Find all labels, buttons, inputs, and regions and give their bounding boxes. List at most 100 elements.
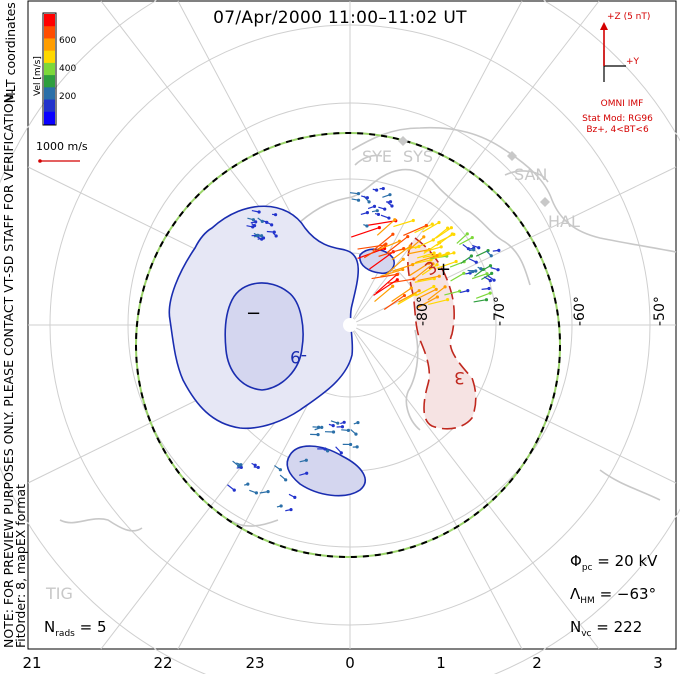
vector-origin	[253, 463, 257, 467]
negative-potential-marker: −	[246, 303, 262, 324]
vector-origin	[260, 219, 264, 223]
mlt-tick-1: 1	[436, 654, 446, 672]
vector-origin	[437, 220, 441, 225]
velocity-vector	[434, 252, 455, 259]
colorbar-title: Vel [m/s]	[33, 56, 43, 96]
nrads-symbol: N	[44, 618, 56, 636]
colorbar-segment	[44, 50, 55, 64]
vector-origin	[454, 259, 458, 264]
vector-origin	[326, 449, 330, 453]
vector-origin	[375, 209, 379, 213]
vector-origin	[381, 186, 385, 191]
velocity-vector	[414, 263, 434, 280]
preview-note: NOTE: FOR PREVIEW PURPOSES ONLY. PLEASE …	[1, 90, 28, 648]
nrads-subscript: rads	[55, 629, 75, 639]
velocity-vector	[417, 252, 435, 259]
vector-origin	[336, 421, 340, 425]
vector-origin	[487, 286, 491, 291]
vector-origin	[383, 207, 387, 211]
vector-origin	[391, 232, 395, 236]
positive-cell	[407, 236, 477, 430]
vector-origin	[432, 251, 436, 255]
velocity-vector	[460, 255, 472, 265]
vector-origin	[348, 442, 353, 447]
vector-origin	[437, 241, 442, 245]
velocity-vector	[375, 274, 398, 294]
velocity-vector	[416, 296, 438, 309]
colorbar-segment	[44, 87, 55, 101]
velocity-vector	[432, 227, 448, 241]
positive-contour-label: 3	[454, 367, 465, 387]
vector-origin	[367, 200, 371, 204]
vector-origin	[278, 468, 282, 472]
vector-origin	[435, 253, 439, 258]
pole-marker	[343, 318, 357, 332]
vector-origin	[331, 424, 335, 428]
velocity-vector	[475, 292, 491, 299]
vector-origin	[431, 262, 435, 266]
nvc-subscript: vc	[581, 629, 592, 639]
velocity-vector	[423, 242, 440, 255]
vector-origin	[490, 271, 494, 275]
vector-origin	[365, 196, 369, 200]
vector-origin	[396, 272, 400, 276]
imf-model: Stat Mod: RG96 Bz+, 4<BT<6	[565, 114, 670, 136]
lower-negative-loop	[286, 445, 366, 497]
velocity-vector	[414, 239, 434, 250]
vector-origin	[488, 279, 492, 283]
negative-contour-label: -9	[290, 346, 307, 366]
colorbar-segment	[44, 111, 55, 125]
colorbar-frame	[42, 12, 57, 126]
velocity-vector	[407, 236, 425, 252]
vector-origin	[383, 243, 387, 247]
velocity-vector	[378, 248, 404, 257]
vector-origin	[342, 420, 346, 424]
velocity-vector	[456, 233, 468, 244]
station-hal: HAL	[548, 212, 580, 231]
mlt-tick-23: 23	[245, 654, 265, 672]
velocity-vector	[471, 273, 488, 280]
radar-count: Nrads = 5	[44, 618, 107, 639]
vector-origin	[408, 244, 412, 248]
imf-clock	[600, 22, 626, 82]
vector-origin	[437, 274, 441, 278]
vector-origin	[356, 420, 360, 425]
colorbar-segment	[44, 38, 55, 52]
velocity-vector	[436, 260, 457, 269]
vector-origin	[470, 235, 474, 240]
velocity-vector	[374, 285, 394, 303]
velocity-vector	[385, 258, 404, 276]
lambda-symbol: Λ	[570, 585, 581, 603]
vector-origin	[356, 198, 361, 202]
velocity-vector	[357, 244, 385, 250]
vector-origin	[406, 234, 410, 239]
vector-origin	[316, 433, 320, 437]
vector-origin	[354, 432, 358, 436]
velocity-vector	[473, 268, 484, 277]
vector-origin	[469, 254, 474, 258]
station-san: SAN	[514, 165, 548, 184]
phi-symbol: Φ	[570, 552, 582, 570]
vector-origin	[237, 464, 241, 468]
velocity-vector	[412, 259, 432, 265]
velocity-vector	[392, 264, 413, 272]
vector-origin	[474, 260, 478, 264]
imf-y-label: +Y	[626, 57, 640, 67]
vector-origin	[259, 234, 264, 238]
preview-note-line2: FitOrder: 8, mapEX format	[13, 484, 28, 648]
vector-origin	[435, 263, 439, 267]
nvc-symbol: N	[570, 618, 582, 636]
colorbar-segment	[44, 14, 55, 27]
vector-origin	[395, 278, 399, 282]
vector-origin	[391, 284, 395, 288]
vector-origin	[449, 226, 453, 230]
vector-origin	[435, 295, 439, 299]
vector-origin	[232, 488, 236, 492]
vector-origin	[393, 218, 397, 222]
vector-origin	[273, 213, 278, 217]
colorbar-label-200: 200	[59, 92, 77, 102]
vector-origin	[427, 261, 431, 265]
vector-origin	[401, 257, 405, 261]
velocity-vector	[391, 245, 411, 261]
